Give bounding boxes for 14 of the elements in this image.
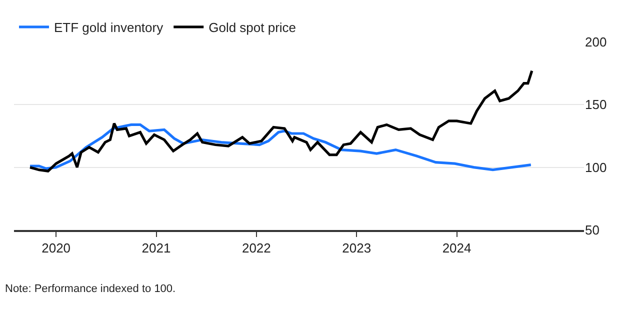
line-series	[28, 123, 532, 172]
line-series	[28, 70, 534, 172]
x-tick-label: 2022	[242, 240, 271, 256]
y-tick-label: 200	[585, 34, 607, 50]
y-tick-label: 100	[585, 160, 607, 175]
y-tick-label: 150	[585, 97, 607, 112]
text: Note: Performance indexed to 100.	[5, 283, 176, 295]
x-tick-label: 2023	[342, 240, 372, 256]
y-tick-label: 50	[585, 222, 600, 238]
legend-label: Gold spot price	[208, 20, 296, 36]
x-tick-label: 2020	[42, 240, 71, 256]
x-tick-label: 2021	[142, 240, 171, 256]
x-tick-label: 2024	[442, 240, 472, 256]
legend-label: ETF gold inventory	[54, 20, 164, 36]
